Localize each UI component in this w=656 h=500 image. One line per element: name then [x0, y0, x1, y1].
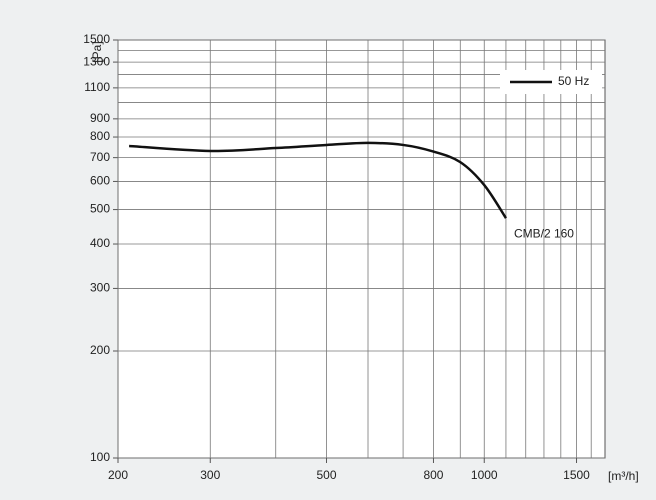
- x-tick-label: 1000: [471, 468, 498, 482]
- y-tick-label: 700: [90, 150, 110, 164]
- y-tick-label: 1500: [83, 32, 110, 46]
- y-tick-label: 500: [90, 202, 110, 216]
- plot-area: [117, 39, 606, 459]
- y-axis-label: [Pa]: [90, 41, 104, 62]
- y-tick-label: 1300: [83, 54, 110, 68]
- annotation: CMB/2 160: [514, 226, 574, 240]
- y-tick-label: 100: [90, 450, 110, 464]
- y-tick-label: 400: [90, 236, 110, 250]
- y-tick-label: 200: [90, 343, 110, 357]
- legend-label: 50 Hz: [558, 74, 589, 88]
- x-tick-label: 1500: [563, 468, 590, 482]
- data-line: [129, 141, 507, 219]
- y-tick-label: 1100: [84, 80, 110, 94]
- x-tick-label: 300: [200, 468, 220, 482]
- x-tick-label: 800: [423, 468, 443, 482]
- x-tick-label: 200: [108, 468, 128, 482]
- y-tick-label: 600: [90, 174, 110, 188]
- x-axis-label: [m³/h]: [608, 469, 639, 483]
- x-tick-label: 500: [316, 468, 336, 482]
- y-tick-label: 300: [90, 281, 110, 295]
- y-tick-label: 900: [90, 111, 110, 125]
- y-tick-label: 800: [90, 129, 110, 143]
